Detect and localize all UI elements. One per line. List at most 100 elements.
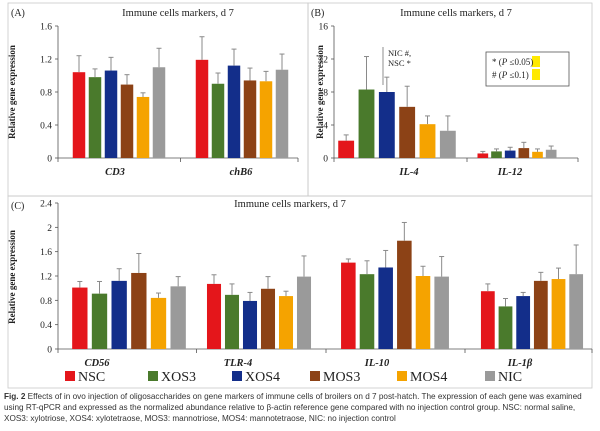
chart-title: Immune cells markers, d 7 [234,199,346,210]
bar-nsc [195,59,209,159]
bar-xos3 [491,151,502,158]
y-tick-label: 1.2 [40,56,52,66]
category-label: IL-10 [364,358,390,369]
significance-legend-item: * (P ≤0.05) [492,57,533,67]
bar-nsc [338,140,355,158]
y-tick-label: 8 [323,89,328,99]
bar-mos3 [399,106,416,158]
y-tick-label: 0 [47,155,52,165]
y-tick-label: 2 [47,224,52,234]
bar-xos4 [111,280,127,349]
bar-xos3 [88,77,102,158]
bar-mos4 [136,96,150,158]
bar-nic [434,276,449,349]
bar-nic [275,69,289,158]
y-tick-label: 1.2 [40,273,52,283]
y-tick-label: 16 [319,23,329,33]
bar-nsc [480,291,495,349]
bar-xos4 [504,150,516,158]
legend-label-mos3: MOS3 [323,370,360,385]
legend-label-nsc: NSC [78,370,105,385]
category-label: TLR-4 [224,358,253,369]
highlight-mark [532,56,540,67]
legend-label-mos4: MOS4 [410,370,447,385]
y-tick-label: 0.8 [40,89,52,99]
category-label: IL-4 [398,167,418,178]
bar-mos4 [278,296,294,349]
bar-mos3 [397,240,412,349]
panel-label: (C) [11,201,24,212]
panel-border [307,2,593,197]
bar-xos4 [104,70,118,158]
bar-nic [152,67,166,158]
bar-nsc [206,283,222,349]
bar-nic [296,276,312,349]
bar-nic [545,149,557,158]
bar-nsc [341,262,356,349]
panel-label: (B) [311,8,324,19]
y-axis-label: Relative gene expression [7,230,17,324]
y-axis-label: Relative gene expression [7,45,17,139]
category-label: CD3 [105,167,125,178]
bar-mos3 [131,272,147,349]
category-label: CD56 [84,358,110,369]
significance-annotation: NSC * [388,58,411,68]
bar-mos4 [415,276,431,349]
legend-swatch-mos4 [397,371,407,381]
bar-xos3 [358,89,375,158]
bar-nic [439,130,456,158]
highlight-mark [532,69,540,80]
bar-mos4 [259,81,273,158]
caption-label: Fig. 2 [4,392,26,401]
panel-a: (A) Immune cells markers, d 7 Relative gen… [7,8,299,178]
y-tick-label: 0.8 [40,297,52,307]
bar-xos4 [516,296,531,349]
bar-xos3 [211,83,225,158]
y-tick-label: 1.6 [40,248,52,258]
bar-nsc [72,287,88,349]
y-tick-label: 0.4 [40,122,52,132]
panel-b: (B) Immune cells markers, d 7 Relative gen… [311,8,579,178]
category-label: IL-1β [507,358,533,369]
bar-xos3 [498,306,513,349]
y-tick-label: 0 [47,346,52,356]
y-tick-label: 2.4 [40,200,52,210]
bar-mos3 [260,288,276,349]
legend-swatch-nsc [65,371,75,381]
y-tick-label: 12 [319,56,329,66]
chart-title: Immune cells markers, d 7 [122,8,234,19]
panel-border [7,195,593,389]
caption-text: Effects of in ovo injection of oligosacc… [4,392,582,423]
series-legend: NSC XOS3 XOS4 MOS3 MOS4 NIC [65,370,522,385]
bar-mos3 [518,148,530,158]
y-tick-label: 0.4 [40,321,52,331]
bar-xos3 [359,274,375,349]
y-axis-label: Relative gene expression [315,45,325,139]
bar-xos3 [91,293,108,349]
significance-legend-box [485,51,570,87]
bar-mos4 [532,151,543,158]
bar-mos3 [243,80,257,158]
legend-label-xos3: XOS3 [161,370,196,385]
category-label: chB6 [230,167,254,178]
bar-mos4 [419,124,436,158]
bar-nic [569,274,584,349]
panel-label: (A) [11,8,25,19]
y-tick-label: 0 [323,155,328,165]
significance-annotation: NIC #, [388,48,411,58]
bar-nsc [477,153,489,158]
y-tick-label: 4 [323,122,328,132]
chart-title: Immune cells markers, d 7 [400,8,512,19]
bar-xos4 [227,65,241,158]
bar-xos4 [378,92,395,158]
legend-label-nic: NIC [498,370,522,385]
significance-legend-item: # (P ≤0.1) [492,70,529,80]
bar-mos4 [551,279,566,349]
bar-mos3 [120,84,134,158]
figure-charts: (A) Immune cells markers, d 7 Relative gen… [7,2,593,389]
bar-xos4 [242,300,258,349]
legend-swatch-xos3 [148,371,158,381]
category-label: IL-12 [497,167,523,178]
bar-mos4 [150,297,167,349]
